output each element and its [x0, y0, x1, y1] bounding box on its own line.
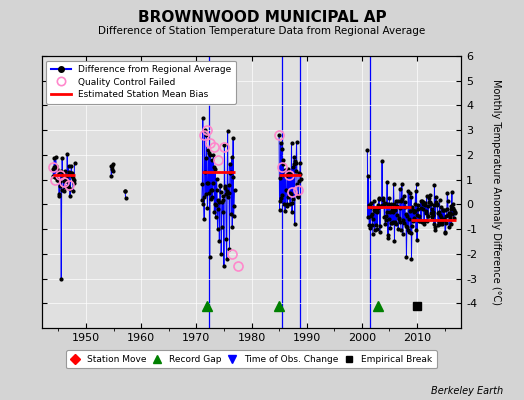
Legend: Station Move, Record Gap, Time of Obs. Change, Empirical Break: Station Move, Record Gap, Time of Obs. C… [66, 350, 437, 368]
Text: Difference of Station Temperature Data from Regional Average: Difference of Station Temperature Data f… [99, 26, 425, 36]
Y-axis label: Monthly Temperature Anomaly Difference (°C): Monthly Temperature Anomaly Difference (… [491, 79, 501, 305]
Text: Berkeley Earth: Berkeley Earth [431, 386, 503, 396]
Text: BROWNWOOD MUNICIPAL AP: BROWNWOOD MUNICIPAL AP [138, 10, 386, 25]
